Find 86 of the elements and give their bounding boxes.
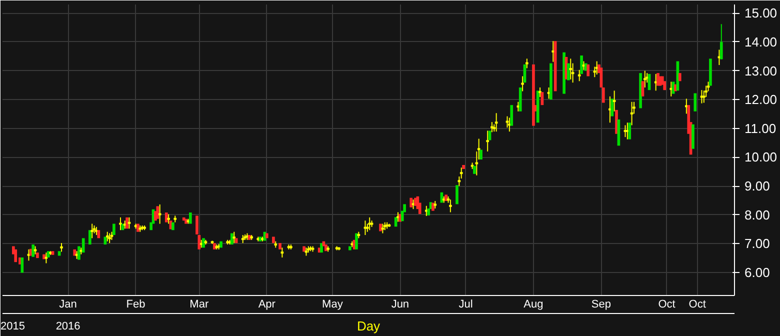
y-tick-label: 10.00 [744,150,778,165]
x-tick-label: Apr [258,298,276,310]
candlestick [628,122,632,140]
candlestick [172,222,174,230]
candlestick [656,73,660,86]
text: 2016 [56,320,80,332]
candlestick [643,70,646,88]
candlestick [20,257,24,273]
candlestick [709,58,712,86]
candlestick [586,64,590,76]
y-tick-label: 15.00 [744,6,778,21]
x-axis-title: Day [356,318,381,334]
candlestick [379,224,382,232]
x-tick-label: Mar [190,298,209,310]
candlestick [265,233,268,238]
candlestick [73,249,76,256]
candlestick [36,252,39,258]
candlestick [538,86,542,98]
candlestick [432,202,434,211]
candlestick [526,58,528,69]
x-tick-label: Oct [658,298,676,310]
x-tick-label: Sep [591,298,611,310]
candlestick [106,231,109,242]
candlestick [278,243,282,250]
candlestick [456,185,458,204]
x-tick-label: May [322,298,344,310]
candlestick [220,241,222,248]
x-tick-label: Jul [458,298,473,310]
candlestick [639,73,642,108]
x-tick-label: Feb [126,298,146,310]
candlestick [410,198,413,208]
text: 2015 [0,320,25,332]
x-tick-label: Jan [59,298,77,310]
candlestick [126,217,128,229]
candlestick [320,243,323,253]
candlestick [486,130,490,152]
candlestick [569,58,572,80]
candlestick [248,234,251,240]
candlestick [510,105,514,126]
candlestick [532,64,535,126]
y-tick-label: 6.00 [744,264,770,280]
candlestick [694,93,697,112]
candlestick [610,98,614,116]
candlestick [480,150,482,160]
candlestick [108,232,111,244]
x-tick-label: Aug [524,298,544,310]
candlestick [14,249,18,262]
candlestick [230,233,234,245]
candlestick [550,63,552,100]
candlestick [97,230,100,238]
y-tick-label: 9.00 [744,178,770,194]
y-tick-label: 7.00 [744,236,770,252]
candlestick [473,166,476,174]
candlestick [615,110,618,134]
y-tick-label: 8.00 [744,207,770,222]
candlestick [302,246,306,252]
candlestick [720,24,723,60]
x-tick-label: Oct [688,298,706,310]
candlestick [136,224,140,232]
candlestick [462,164,465,170]
candlestick [678,73,682,82]
candlestick [449,199,452,213]
candlestick [578,69,581,82]
candlestick [536,90,540,123]
candlestick [167,214,170,224]
candlestick [88,230,92,245]
candlestick [184,218,188,224]
candlestick [355,233,358,250]
candlestick [348,246,352,250]
candlestick [156,206,160,219]
candlestick [202,238,205,248]
candlestick [112,224,116,235]
candlestick [46,251,50,258]
candlestick [444,194,448,201]
y-tick-label: 11.00 [744,120,776,136]
y-tick-label: 12.00 [744,92,778,108]
candlestick [521,76,524,92]
candlestick [324,244,328,252]
candlestick [232,231,236,244]
candlestick [119,216,122,231]
candlestick [692,124,694,149]
x-tick-label: Jun [391,298,410,310]
y-tick-label: 14.00 [744,34,778,50]
candlestick [272,236,275,244]
candlestick [213,243,216,250]
y-tick-label: 13.00 [744,63,778,78]
